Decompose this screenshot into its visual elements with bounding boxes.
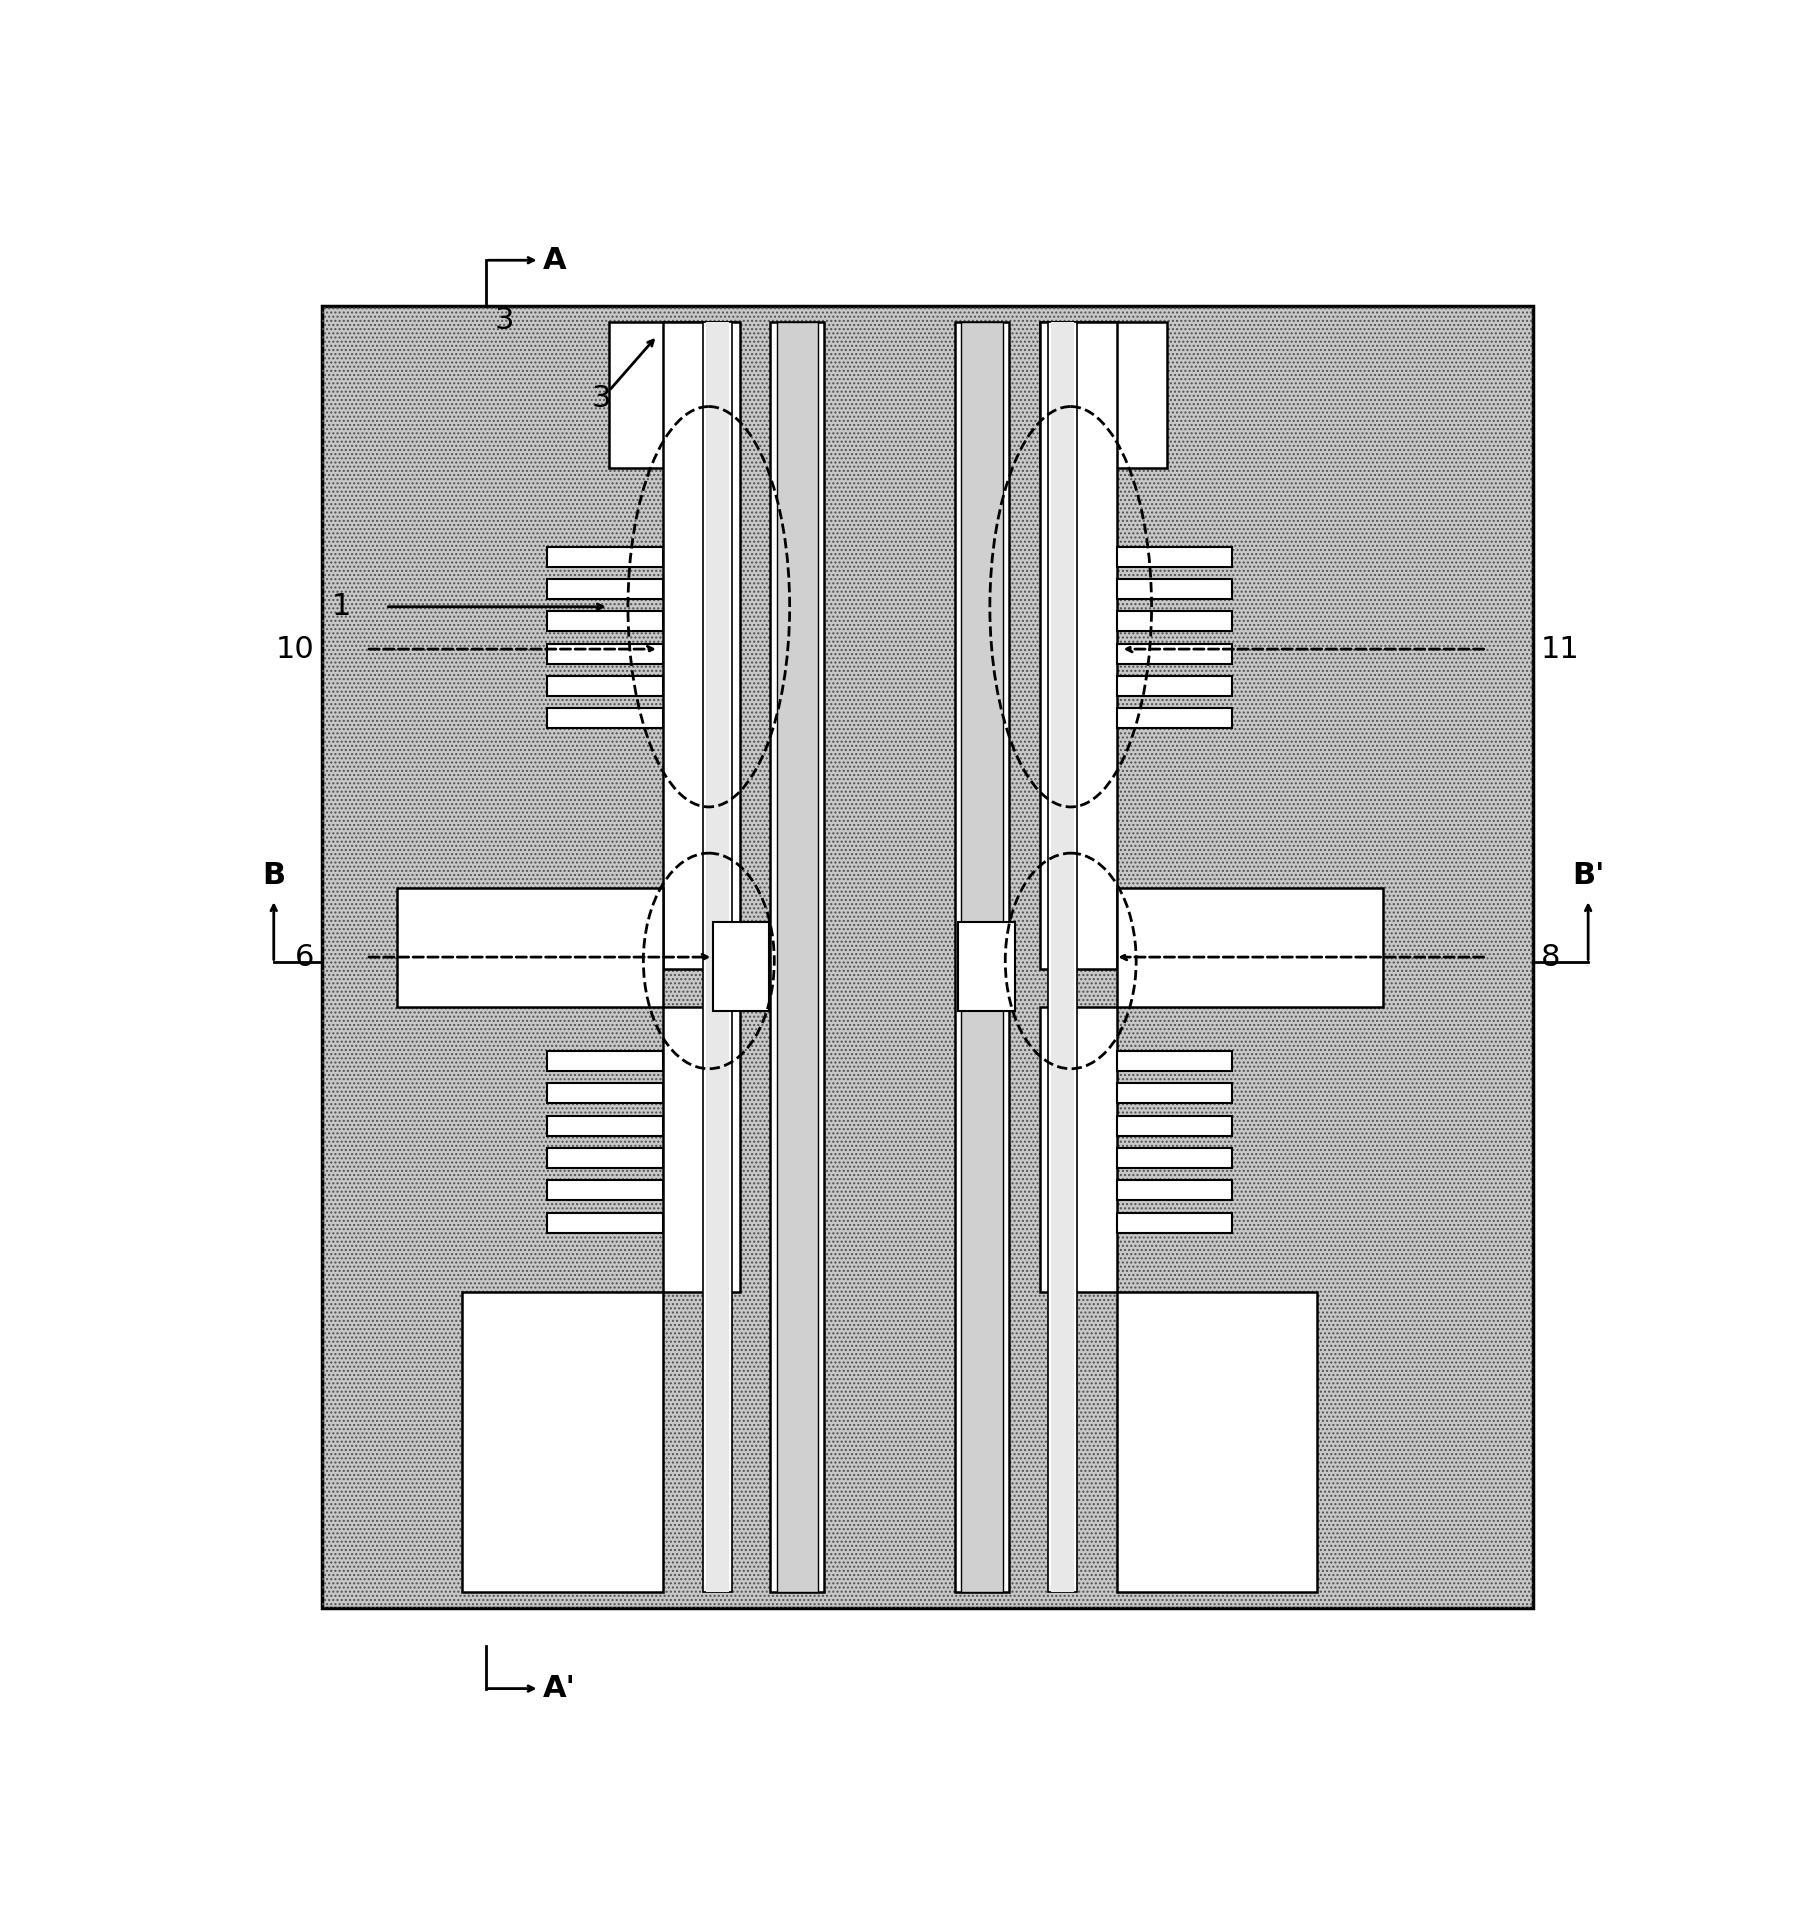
Bar	[1039, 321, 1166, 468]
Bar	[546, 1147, 662, 1168]
Bar	[1116, 1052, 1232, 1071]
Bar	[706, 321, 729, 1593]
Text: B: B	[261, 860, 285, 891]
Bar	[1116, 612, 1232, 631]
Bar	[1116, 1084, 1232, 1103]
Bar	[546, 707, 662, 728]
Bar	[546, 1180, 662, 1201]
Text: A: A	[542, 247, 566, 275]
Bar	[1116, 1293, 1317, 1593]
Bar	[397, 887, 662, 1008]
Bar	[1039, 1008, 1116, 1293]
Bar	[713, 922, 769, 1011]
Text: B': B'	[1571, 860, 1604, 891]
Bar	[546, 579, 662, 598]
Text: 3: 3	[591, 384, 611, 413]
Bar	[323, 306, 1531, 1608]
Bar	[1116, 547, 1232, 566]
Bar	[961, 321, 1003, 1593]
Bar	[1116, 1117, 1232, 1136]
Bar	[1039, 321, 1116, 969]
Bar	[1116, 1147, 1232, 1168]
Text: 3: 3	[495, 306, 513, 335]
Bar	[1116, 1180, 1232, 1201]
Bar	[546, 1052, 662, 1071]
Bar	[546, 547, 662, 566]
Bar	[546, 1117, 662, 1136]
Bar	[323, 306, 1531, 1608]
Bar	[662, 321, 740, 969]
Text: 6: 6	[296, 943, 314, 971]
Bar	[608, 321, 735, 468]
Bar	[1047, 321, 1076, 1593]
Bar	[958, 922, 1014, 1011]
Text: A': A'	[542, 1675, 575, 1704]
Bar	[769, 321, 824, 1593]
Bar	[1050, 321, 1074, 1593]
Text: 8: 8	[1540, 943, 1558, 971]
Bar	[1116, 579, 1232, 598]
Bar	[776, 321, 818, 1593]
Bar	[662, 1008, 740, 1293]
Bar	[546, 1084, 662, 1103]
Text: 1: 1	[332, 593, 350, 621]
Bar	[1116, 887, 1382, 1008]
Bar	[546, 1212, 662, 1233]
Bar	[954, 321, 1009, 1593]
Text: 10: 10	[276, 635, 314, 663]
Bar	[546, 612, 662, 631]
Bar	[546, 677, 662, 696]
Bar	[546, 644, 662, 663]
Bar	[702, 321, 731, 1593]
Bar	[1116, 1212, 1232, 1233]
Bar	[1116, 677, 1232, 696]
Bar	[1116, 644, 1232, 663]
Bar	[463, 1293, 662, 1593]
Text: 11: 11	[1540, 635, 1578, 663]
Bar	[1116, 707, 1232, 728]
